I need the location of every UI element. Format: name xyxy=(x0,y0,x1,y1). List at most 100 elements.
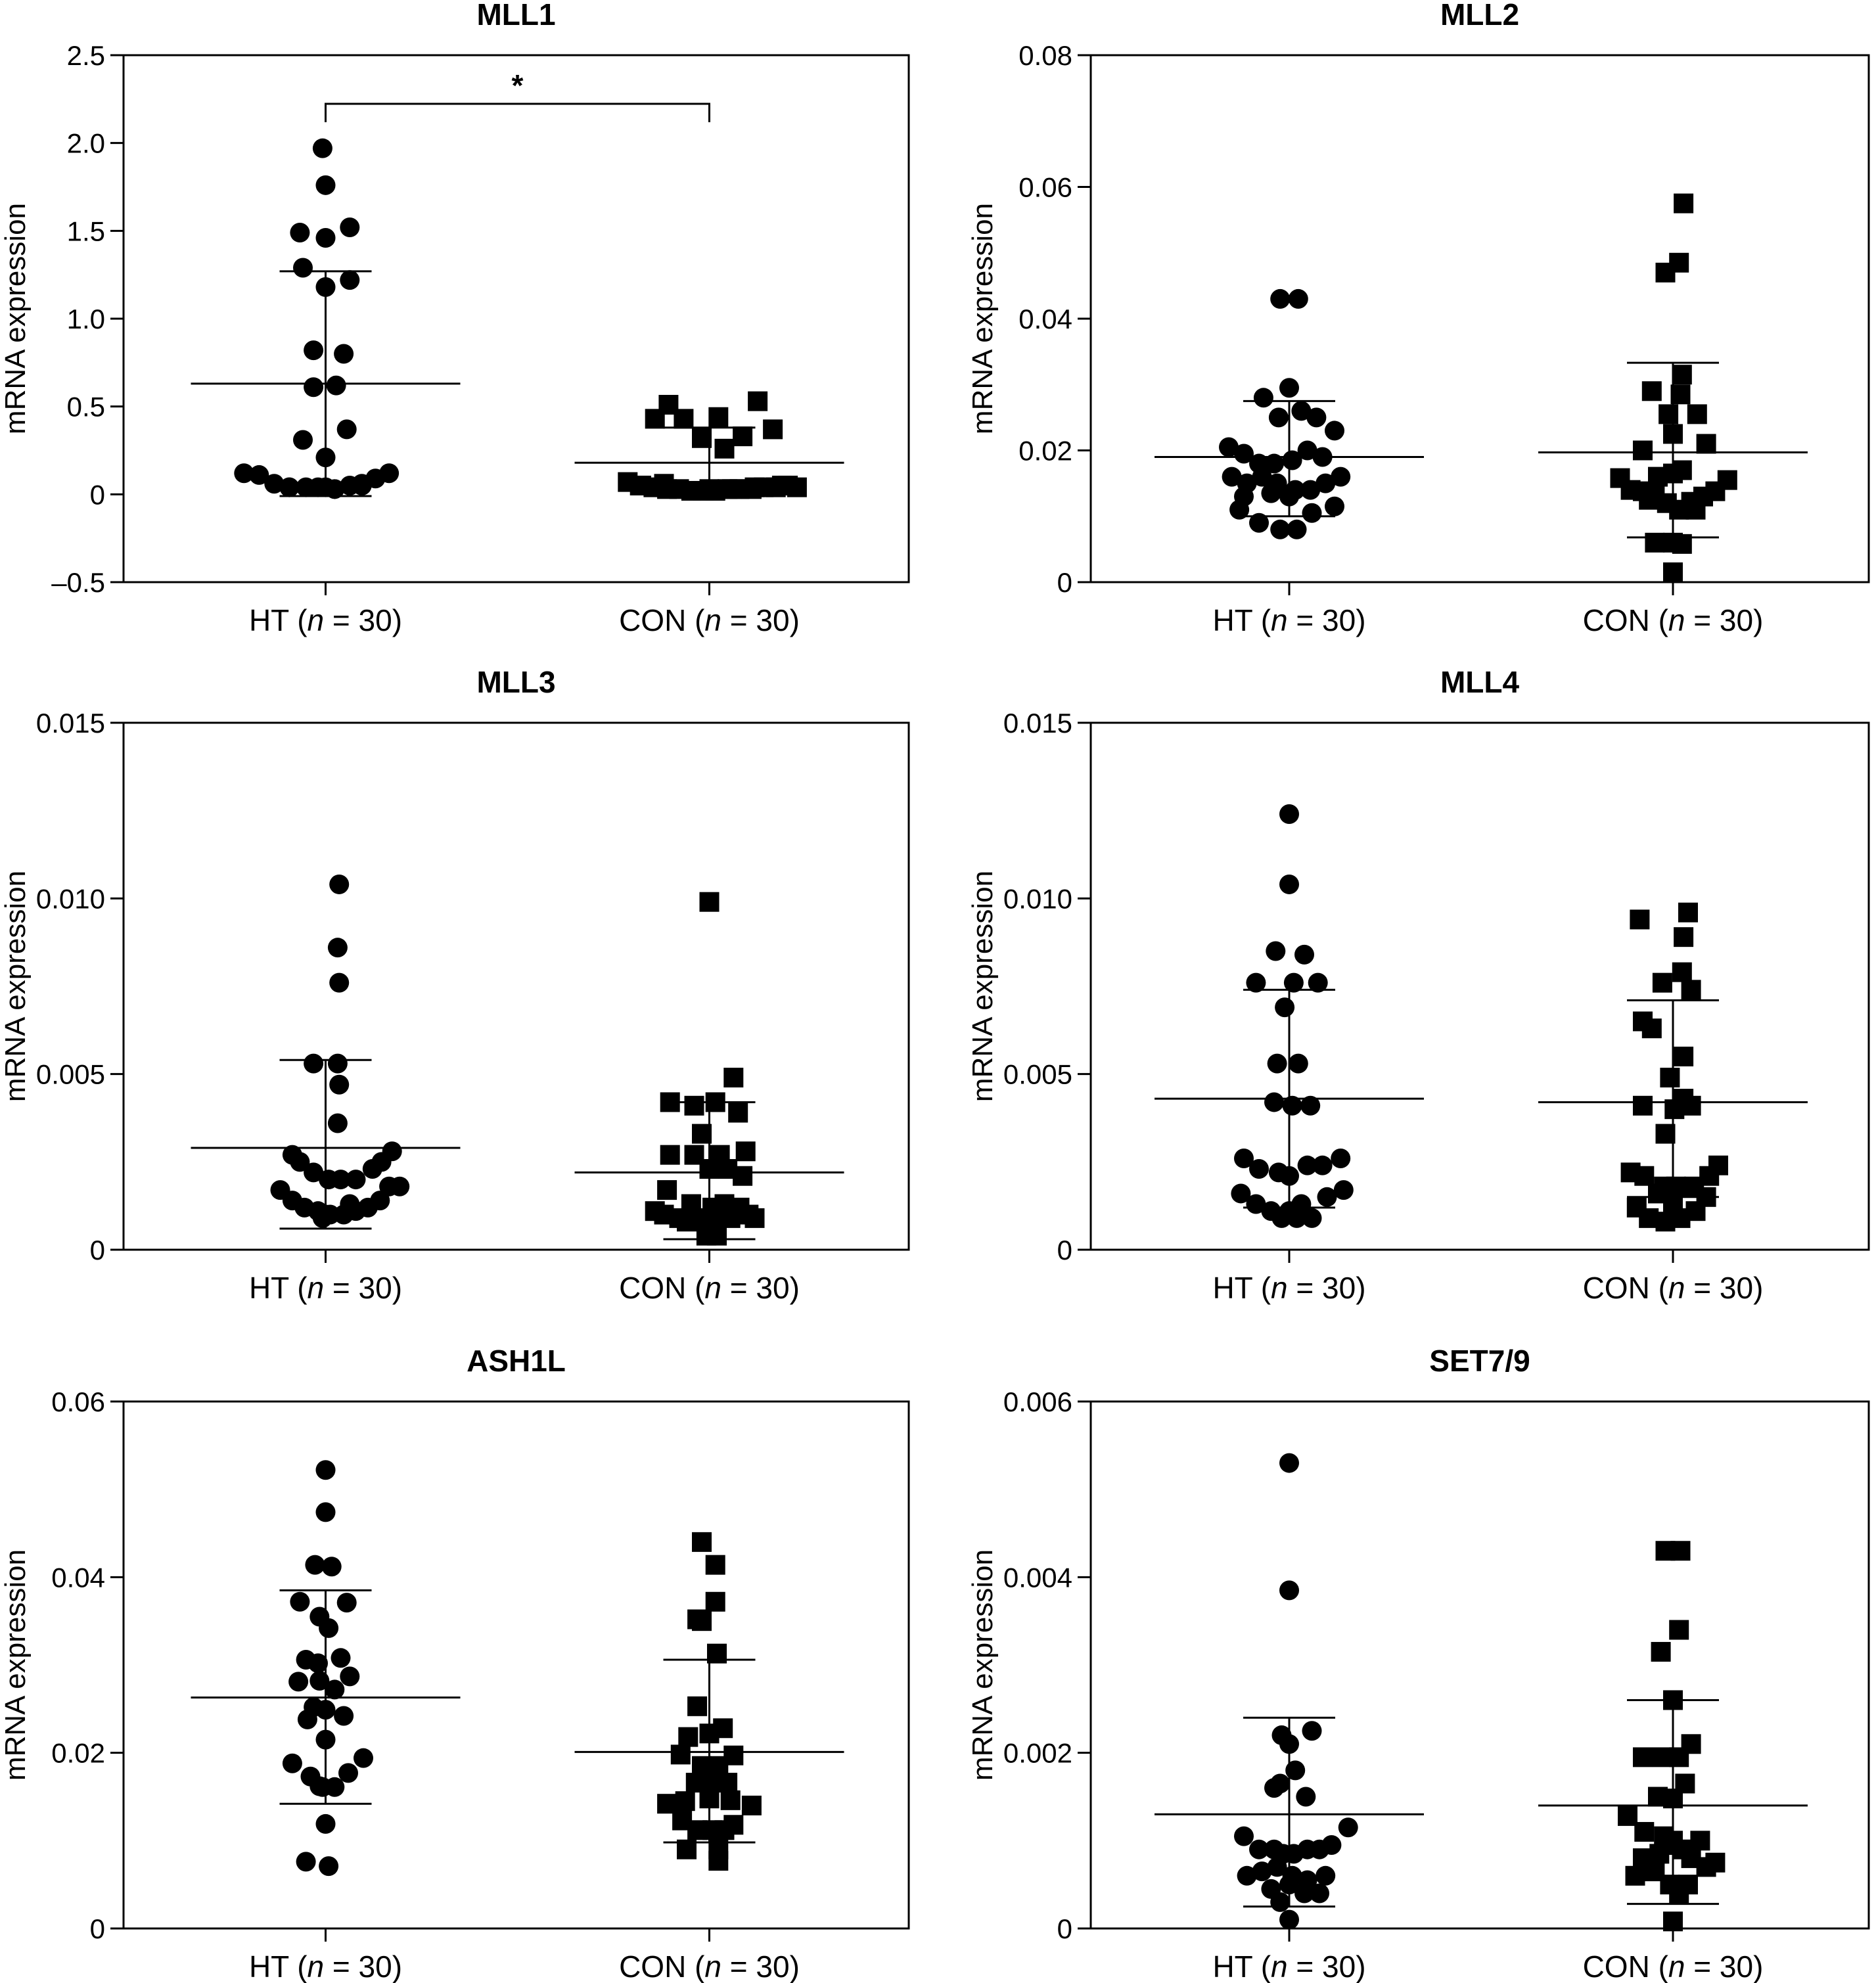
data-point-square xyxy=(1690,1831,1710,1851)
data-point-square xyxy=(1669,252,1689,273)
data-point-circle xyxy=(1317,1187,1337,1207)
data-point-square xyxy=(733,1166,753,1186)
data-point-square xyxy=(735,1141,756,1162)
data-point-square xyxy=(741,1795,762,1815)
data-point-square xyxy=(1648,1183,1668,1204)
chart-title: MLL1 xyxy=(476,0,555,32)
data-point-square xyxy=(1705,1852,1726,1873)
data-point-circle xyxy=(315,228,336,248)
data-point-circle xyxy=(1222,467,1242,487)
data-point-circle xyxy=(1229,499,1250,520)
data-point-square xyxy=(704,1208,724,1228)
data-point-circle xyxy=(1315,473,1336,493)
chart-title: SET7/9 xyxy=(1429,1344,1530,1378)
chart-panel-mll2: MLL2 0 0.02 0.04 0.06 0.08 mRNA expression HT (… xyxy=(967,0,1870,637)
data-point-circle xyxy=(354,1748,373,1768)
y-axis-label: mRNA expression xyxy=(0,1549,32,1781)
data-point-square xyxy=(670,1744,691,1765)
y-tick-label: 0.002 xyxy=(1003,1738,1072,1769)
category-n: = 30) xyxy=(324,1949,402,1983)
data-point-square xyxy=(1687,404,1707,424)
data-point-circle xyxy=(1279,1909,1299,1930)
x-category-label: CON (n = 30) xyxy=(1583,603,1764,637)
data-point-square xyxy=(1669,1620,1689,1640)
y-tick-label: 1.0 xyxy=(67,304,105,334)
data-point-circle xyxy=(390,1176,410,1197)
data-point-square xyxy=(692,1611,712,1631)
data-point-circle xyxy=(1325,496,1344,516)
data-point-square xyxy=(1639,490,1659,510)
data-point-circle xyxy=(1219,437,1239,457)
n-symbol: n xyxy=(308,1949,325,1983)
category-name: HT ( xyxy=(249,603,308,637)
data-point-circle xyxy=(327,938,348,958)
chart-panel-set7-9: SET7/9 0 0.002 0.004 0.006 mRNA expression HT … xyxy=(967,1344,1870,1983)
data-point-square xyxy=(1681,1734,1701,1754)
data-point-circle xyxy=(1234,1148,1254,1168)
x-category-label: HT (n = 30) xyxy=(249,1949,402,1983)
data-point-circle xyxy=(340,1194,360,1214)
data-point-circle xyxy=(1279,874,1299,894)
data-point-circle xyxy=(370,1191,390,1211)
x-category-label: CON (n = 30) xyxy=(1583,1949,1764,1983)
data-point-circle xyxy=(304,377,324,398)
data-point-circle xyxy=(340,217,360,237)
data-point-square xyxy=(1672,365,1692,385)
data-point-square xyxy=(1681,980,1701,1000)
data-point-square xyxy=(1618,1806,1637,1826)
data-point-square xyxy=(1651,1641,1671,1662)
series-con xyxy=(1538,1541,1808,1932)
series-ht xyxy=(1155,1453,1424,1930)
data-point-circle xyxy=(293,430,313,450)
data-point-circle xyxy=(1300,1095,1321,1116)
chart-title: ASH1L xyxy=(467,1344,566,1378)
data-point-circle xyxy=(1268,407,1289,428)
data-point-circle xyxy=(282,1753,302,1773)
data-point-circle xyxy=(312,138,332,158)
data-point-square xyxy=(705,1591,725,1612)
y-tick-label: 0.010 xyxy=(36,883,105,914)
data-point-circle xyxy=(329,1074,350,1095)
data-point-circle xyxy=(304,1053,324,1074)
data-point-circle xyxy=(327,1113,348,1133)
data-point-circle xyxy=(304,340,324,361)
data-point-square xyxy=(1696,434,1716,454)
data-point-circle xyxy=(1264,1092,1284,1112)
category-n: = 30) xyxy=(721,1271,800,1305)
data-point-circle xyxy=(1279,1453,1299,1473)
y-tick-label: 0.08 xyxy=(1018,40,1072,71)
chart-title: MLL3 xyxy=(476,665,555,699)
n-symbol: n xyxy=(1271,1271,1288,1305)
series-ht xyxy=(191,138,461,499)
x-category-label: HT (n = 30) xyxy=(1212,1949,1365,1983)
x-category-label: CON (n = 30) xyxy=(619,1949,800,1983)
y-axis-label: mRNA expression xyxy=(967,203,999,434)
data-point-circle xyxy=(321,1557,342,1577)
category-name: HT ( xyxy=(1212,603,1271,637)
data-point-circle xyxy=(340,1666,360,1687)
plot-frame xyxy=(1089,1400,1870,1930)
significance-marker: * xyxy=(512,68,524,103)
data-point-square xyxy=(1639,1208,1659,1228)
data-point-square xyxy=(718,1773,738,1793)
data-point-circle xyxy=(1261,483,1281,503)
data-point-circle xyxy=(1285,1760,1306,1781)
x-category-label: HT (n = 30) xyxy=(1212,1271,1365,1305)
data-point-circle xyxy=(1275,997,1295,1018)
data-point-square xyxy=(1674,1046,1694,1066)
data-point-square xyxy=(1663,1911,1683,1932)
data-point-square xyxy=(705,1555,725,1575)
data-point-circle xyxy=(308,1653,328,1674)
data-point-square xyxy=(675,1791,695,1812)
data-point-square xyxy=(771,475,792,495)
data-point-square xyxy=(708,1851,729,1871)
data-point-circle xyxy=(1331,1148,1351,1168)
data-point-square xyxy=(1672,460,1692,480)
data-point-square xyxy=(723,1745,744,1766)
category-n: = 30) xyxy=(1288,603,1366,637)
data-point-circle xyxy=(1300,480,1321,500)
data-point-circle xyxy=(279,477,300,497)
data-point-circle xyxy=(1297,440,1317,461)
data-point-circle xyxy=(315,1460,336,1480)
